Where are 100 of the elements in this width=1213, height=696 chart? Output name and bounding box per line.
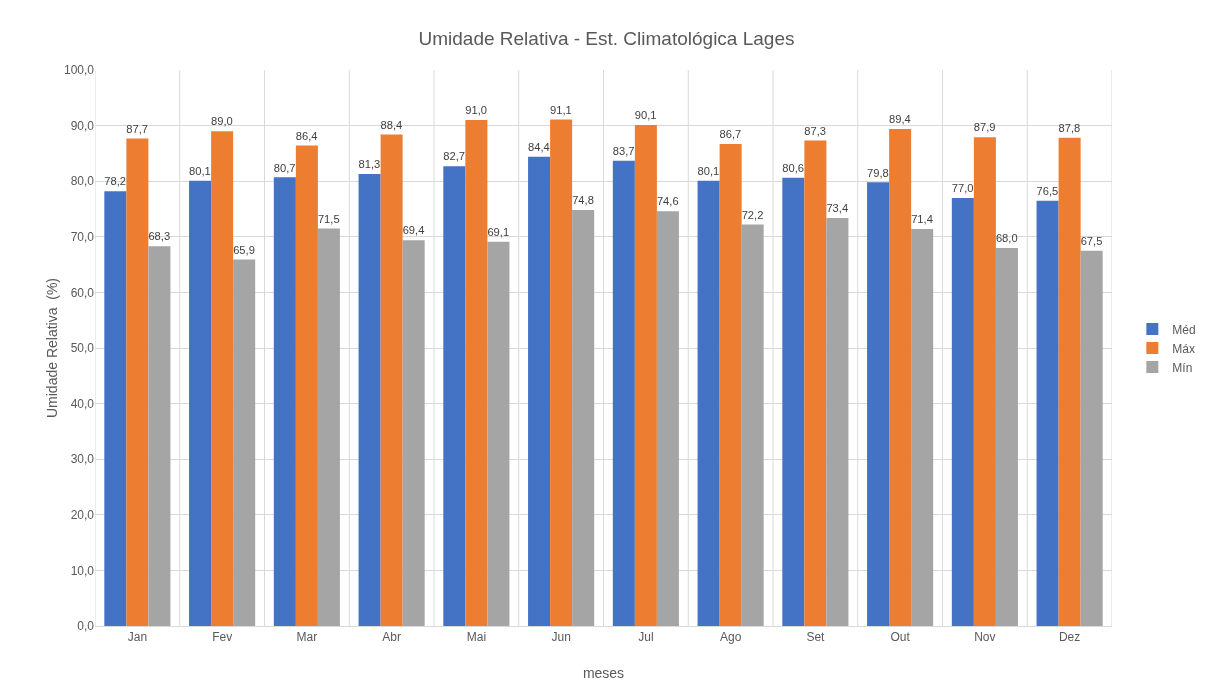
- bar: [358, 173, 381, 626]
- x-tick-label: Jan: [127, 630, 148, 645]
- bar: [148, 246, 171, 626]
- bar: [951, 197, 974, 626]
- data-label: 80,1: [189, 164, 211, 177]
- bar: [528, 156, 551, 626]
- data-label: 80,7: [273, 161, 296, 174]
- data-label: 74,8: [572, 194, 594, 207]
- data-label: 80,6: [782, 162, 805, 175]
- bar: [634, 125, 657, 626]
- data-label: 65,9: [233, 243, 255, 256]
- data-label: 76,5: [1036, 184, 1059, 197]
- data-label: 90,1: [634, 109, 657, 122]
- data-label: 68,3: [148, 230, 171, 243]
- bar: [126, 138, 149, 626]
- y-tick-label: 70,0: [70, 230, 95, 244]
- data-label: 87,7: [126, 122, 149, 135]
- data-label: 87,8: [1058, 122, 1081, 135]
- x-tick-label: Fev: [212, 630, 233, 645]
- x-tick-label: Nov: [974, 630, 996, 645]
- x-axis-title: meses: [582, 665, 625, 681]
- bar: [612, 160, 635, 626]
- y-axis-title: Umidade Relativa (%): [44, 277, 60, 419]
- data-label: 72,2: [741, 208, 764, 221]
- data-label: 89,4: [889, 113, 911, 126]
- bar: [995, 247, 1018, 626]
- bar: [295, 145, 318, 626]
- bar: [211, 131, 234, 626]
- data-label: 79,8: [867, 166, 889, 179]
- data-label: 78,2: [104, 175, 127, 188]
- bar: [1036, 200, 1059, 626]
- y-tick-label: 80,0: [70, 174, 95, 189]
- data-label: 67,5: [1080, 234, 1103, 247]
- bar: [465, 120, 488, 626]
- data-label: 82,7: [443, 150, 466, 163]
- data-label: 77,0: [951, 182, 974, 195]
- data-label: 69,1: [487, 226, 510, 239]
- x-tick-label: Dez: [1058, 630, 1081, 645]
- data-label: 91,1: [550, 103, 572, 116]
- bar: [443, 166, 466, 626]
- bar: [867, 182, 890, 626]
- y-tick-label: 20,0: [70, 508, 95, 522]
- x-tick-label: Mar: [296, 630, 318, 645]
- data-label: 71,5: [317, 212, 340, 225]
- bar: [911, 229, 934, 626]
- legend-label: Méd: [1172, 322, 1196, 337]
- data-label: 84,4: [528, 140, 550, 153]
- data-label: 81,3: [358, 158, 381, 171]
- data-label: 88,4: [380, 118, 403, 131]
- bar: [889, 128, 912, 626]
- y-tick-label: 90,0: [70, 118, 95, 133]
- data-label: 71,4: [911, 213, 933, 226]
- bar: [233, 259, 256, 626]
- data-label: 87,3: [804, 124, 827, 137]
- bar: [273, 177, 296, 626]
- data-label: 80,1: [697, 164, 720, 177]
- bar: [189, 180, 212, 626]
- y-tick-label: 0,0: [77, 619, 95, 634]
- data-label: 68,0: [995, 232, 1018, 245]
- bar: [380, 134, 403, 626]
- data-label: 91,0: [465, 104, 488, 117]
- data-label: 69,4: [402, 224, 425, 237]
- bar: [782, 177, 805, 626]
- data-label: 87,9: [973, 121, 996, 134]
- data-label: 74,6: [656, 195, 679, 208]
- x-tick-label: Abr: [382, 630, 401, 645]
- y-tick-label: 30,0: [70, 452, 95, 467]
- x-tick-label: Set: [806, 630, 826, 645]
- data-label: 89,0: [211, 115, 233, 128]
- y-tick-label: 60,0: [70, 285, 95, 300]
- legend-label: Máx: [1172, 341, 1196, 356]
- bar: [317, 228, 340, 626]
- y-tick-label: 100,0: [63, 63, 95, 78]
- chart-title: Umidade Relativa - Est. Climatológica Lages: [418, 27, 795, 49]
- data-label: 86,4: [295, 129, 318, 142]
- data-label: 86,7: [719, 128, 742, 141]
- bar: [1058, 137, 1081, 626]
- bar: [572, 210, 595, 626]
- x-tick-label: Ago: [719, 630, 742, 645]
- bar: [656, 211, 679, 626]
- bar: [741, 224, 764, 626]
- bar: [487, 241, 510, 626]
- bar: [550, 119, 573, 626]
- bar: [719, 143, 742, 626]
- data-label: 83,7: [612, 144, 635, 157]
- bar: [1080, 250, 1103, 626]
- x-tick-label: Mai: [466, 630, 487, 645]
- bar: [826, 217, 849, 626]
- x-tick-label: Out: [890, 630, 911, 645]
- x-tick-label: Jul: [638, 630, 654, 645]
- bar: [973, 137, 996, 626]
- legend-label: Mín: [1172, 360, 1193, 375]
- y-tick-label: 50,0: [70, 341, 95, 356]
- bar: [104, 191, 127, 626]
- bar: [697, 180, 720, 626]
- y-tick-label: 40,0: [70, 396, 95, 411]
- x-tick-label: Jun: [551, 630, 571, 645]
- y-tick-label: 10,0: [70, 563, 95, 578]
- data-label: 73,4: [826, 202, 849, 215]
- bar: [804, 140, 827, 626]
